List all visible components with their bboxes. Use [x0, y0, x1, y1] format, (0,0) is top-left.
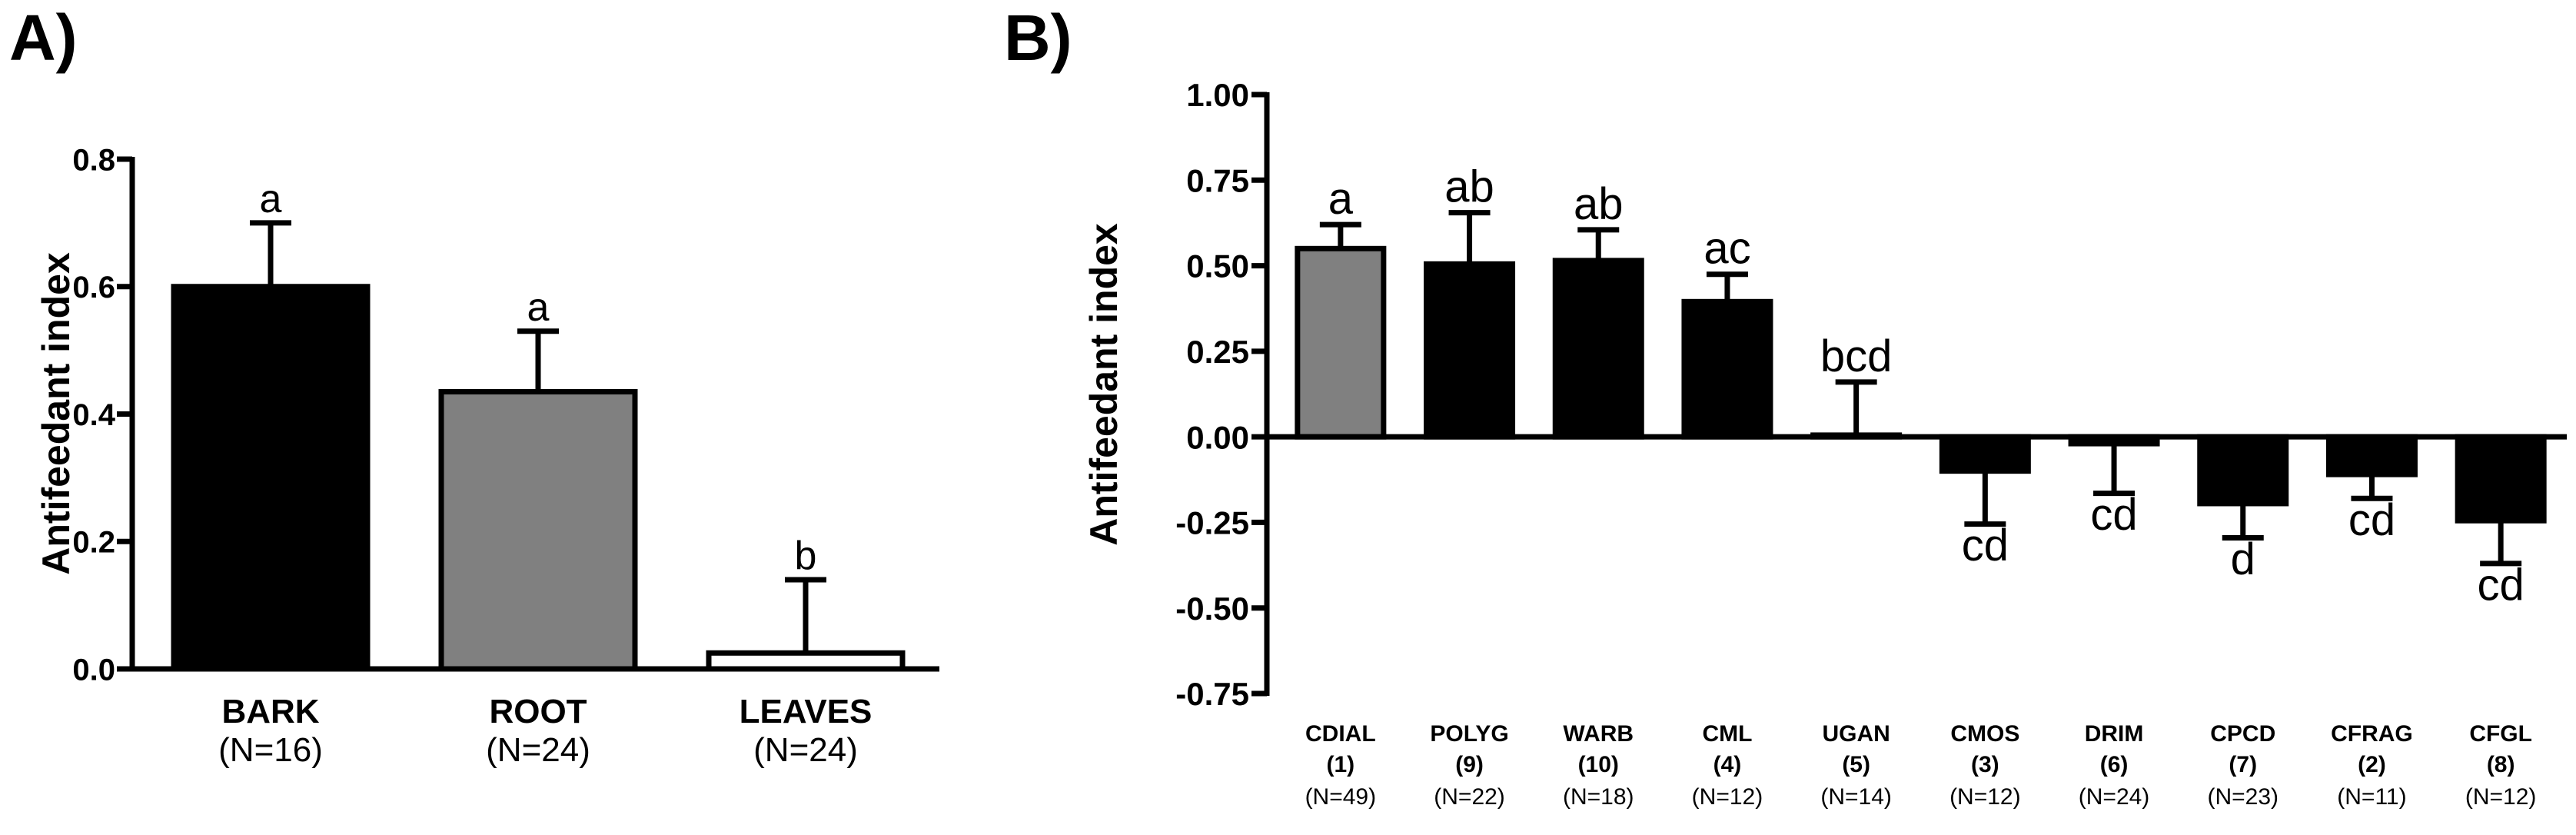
y-tick-label: 0.4: [72, 398, 115, 432]
significance-label: b: [795, 534, 817, 578]
significance-label: d: [2231, 534, 2255, 584]
bar-cfrag: [2325, 434, 2418, 477]
sample-size-label: (N=12): [1949, 784, 2021, 810]
panel-a-chart: A)Antifeedant index0.00.20.40.60.8aBARK(…: [9, 2, 939, 769]
significance-label: cd: [1962, 521, 2009, 571]
y-tick-label: 0.75: [1186, 162, 1249, 198]
significance-label: cd: [2348, 495, 2395, 545]
sample-size-label: (N=18): [1563, 784, 1634, 810]
bar-polyg: [1424, 261, 1516, 440]
bar-cdial: [1295, 245, 1387, 440]
sample-size-label: (N=22): [1434, 784, 1505, 810]
significance-label: cd: [2090, 490, 2137, 540]
category-label: CMOS: [1950, 721, 2019, 747]
group-number-label: (4): [1713, 752, 1742, 777]
sample-size-label: (N=24): [486, 731, 590, 769]
group-number-label: (8): [2487, 752, 2515, 777]
category-label: DRIM: [2085, 721, 2144, 747]
category-label: CML: [1702, 721, 1752, 747]
group-number-label: (6): [2100, 752, 2129, 777]
significance-label: a: [1328, 174, 1354, 224]
group-number-label: (2): [2358, 752, 2386, 777]
group-number-label: (1): [1327, 752, 1355, 777]
sample-size-label: (N=12): [1692, 784, 1763, 810]
y-tick-label: -0.50: [1175, 590, 1249, 627]
category-label: UGAN: [1822, 721, 1890, 747]
bar-cfgl: [2455, 434, 2547, 524]
y-tick-label: 0.0: [72, 653, 115, 687]
y-tick-label: 0.2: [72, 526, 115, 560]
panel-label: B): [1004, 2, 1072, 74]
bar-root: [438, 388, 638, 672]
y-tick-label: -0.25: [1175, 505, 1249, 541]
category-label: CFGL: [2469, 721, 2532, 747]
category-label: WARB: [1563, 721, 1634, 747]
category-label: CPCD: [2210, 721, 2275, 747]
group-number-label: (10): [1578, 752, 1619, 777]
y-tick-label: 0.6: [72, 271, 115, 304]
sample-size-label: (N=14): [1820, 784, 1892, 810]
sample-size-label: (N=11): [2337, 784, 2406, 810]
bar-cmos: [1939, 434, 2031, 474]
y-tick-label: 0.25: [1186, 334, 1249, 370]
sample-size-label: (N=49): [1305, 784, 1377, 810]
group-number-label: (3): [1971, 752, 1999, 777]
category-label: CFRAG: [2331, 721, 2413, 747]
sample-size-label: (N=12): [2465, 784, 2537, 810]
bar-cml: [1681, 298, 1773, 440]
panel-label: A): [9, 2, 78, 74]
y-tick-label: 1.00: [1186, 77, 1249, 113]
significance-label: ac: [1703, 224, 1750, 274]
significance-label: ab: [1574, 179, 1624, 229]
panel-b-chart: B) Antifeedant index 1.00 0.75 0.50 0.25 0.00 -…: [1004, 2, 2567, 810]
bar-cpcd: [2197, 434, 2289, 507]
sample-size-label: (N=23): [2207, 784, 2279, 810]
y-axis-title: Antifeedant index: [1082, 223, 1125, 546]
significance-label: a: [527, 285, 550, 330]
sample-size-label: (N=24): [753, 731, 858, 769]
group-number-label: (5): [1842, 752, 1870, 777]
y-tick-label: -0.75: [1175, 676, 1249, 712]
significance-label: a: [260, 177, 282, 221]
significance-label: cd: [2478, 560, 2524, 610]
category-label: LEAVES: [740, 693, 873, 730]
category-label: POLYG: [1430, 721, 1508, 747]
bar-warb: [1552, 258, 1644, 440]
group-number-label: (9): [1455, 752, 1484, 777]
y-axis-title: Antifeedant index: [35, 252, 78, 575]
y-tick-label: 0.00: [1186, 419, 1249, 455]
category-label: ROOT: [489, 693, 587, 730]
bar-bark: [171, 284, 371, 672]
y-tick-label: 0.50: [1186, 248, 1249, 284]
category-label: CDIAL: [1305, 721, 1376, 747]
group-number-label: (7): [2229, 752, 2257, 777]
category-label: BARK: [221, 693, 319, 730]
sample-size-label: (N=16): [218, 731, 323, 769]
sample-size-label: (N=24): [2079, 784, 2150, 810]
significance-label: bcd: [1820, 331, 1893, 381]
significance-label: ab: [1444, 162, 1494, 212]
y-tick-label: 0.8: [72, 143, 115, 177]
